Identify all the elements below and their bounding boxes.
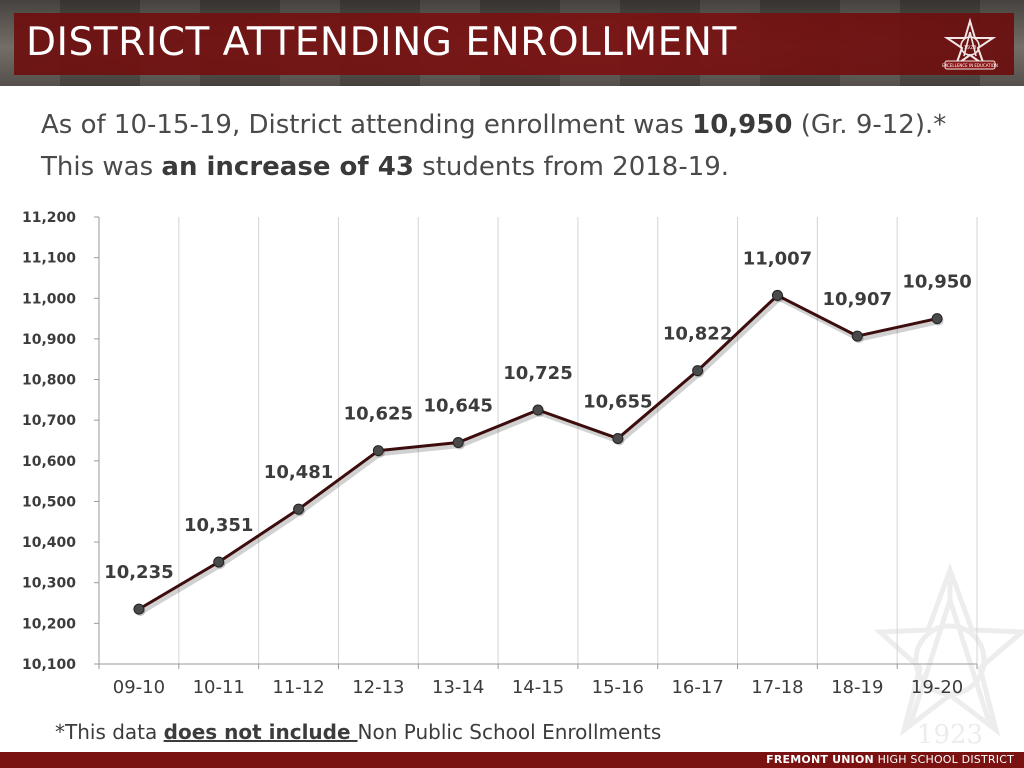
summary-line-2: This was an increase of 43 students from… [41,152,730,182]
footer-bar [0,752,1024,768]
data-point [293,503,305,515]
page-title: DISTRICT ATTENDING ENROLLMENT [26,20,737,65]
data-label: 11,007 [743,248,812,269]
watermark-year: 1923 [917,720,983,750]
y-tick-label: 10,300 [22,576,76,592]
enrollment-increase: an increase of 43 [161,152,414,182]
y-axis-ticks: 10,100 10,200 10,300 10,400 10,500 10,600 10,7… [22,210,99,673]
x-tick-label: 12-13 [352,677,404,698]
y-tick-label: 11,200 [22,210,76,226]
y-tick-label: 11,000 [22,291,76,307]
data-labels: 10,235 10,351 10,481 10,625 10,645 10,725 10,6… [104,248,972,583]
x-tick-label: 17-18 [751,677,803,698]
y-tick-label: 10,800 [22,373,76,389]
data-label: 10,950 [902,272,971,293]
data-point [213,556,225,568]
star-icon [943,18,997,68]
data-label: 10,625 [344,404,413,425]
y-tick-label: 10,900 [22,332,76,348]
data-label: 10,725 [503,363,572,384]
data-label: 10,645 [423,396,492,417]
data-point [692,365,704,377]
logo-watermark: 1923 [873,562,1024,750]
x-tick-label: 18-19 [831,677,883,698]
y-tick-label: 10,400 [22,535,76,551]
district-logo: 1923 EXCELLENCE IN EDUCATION [942,18,998,70]
data-label: 10,655 [583,391,652,412]
logo-motto: EXCELLENCE IN EDUCATION [942,63,998,68]
data-label: 10,481 [264,462,333,483]
x-tick-label: 13-14 [432,677,484,698]
x-tick-label: 14-15 [512,677,564,698]
y-tick-label: 10,600 [22,454,76,470]
data-point [133,603,145,615]
x-tick-label: 09-10 [113,677,165,698]
summary-line-1: As of 10-15-19, District attending enrol… [41,110,947,140]
data-label: 10,907 [823,289,892,310]
data-label: 10,235 [104,562,173,583]
y-tick-label: 10,200 [22,616,76,632]
data-point [851,330,863,342]
footer-district-name: FREMONT UNION HIGH SCHOOL DISTRICT [766,753,1014,766]
title-band [14,13,1014,75]
footnote: *This data does not include Non Public S… [55,720,662,744]
data-point [532,404,544,416]
x-tick-label: 19-20 [911,677,963,698]
data-point [452,437,464,449]
x-tick-label: 16-17 [671,677,723,698]
current-enrollment: 10,950 [692,110,793,140]
footnote-emphasis: does not include [163,720,358,744]
y-tick-label: 10,100 [22,657,76,673]
watermark-star-icon [873,562,1024,737]
data-point [771,289,783,301]
data-point [931,313,943,325]
data-label: 10,822 [663,324,732,345]
logo-year: 1923 [964,45,977,51]
y-tick-label: 10,700 [22,413,76,429]
y-tick-label: 11,100 [22,251,76,267]
x-tick-label: 15-16 [592,677,644,698]
x-tick-label: 11-12 [272,677,324,698]
x-tick-label: 10-11 [193,677,245,698]
data-point [612,432,624,444]
enrollment-line-chart: 10,100 10,200 10,300 10,400 10,500 10,600 10,7… [22,210,978,698]
data-point [372,445,384,457]
chart-axes [98,217,977,665]
y-tick-label: 10,500 [22,494,76,510]
data-label: 10,351 [184,515,253,536]
enrollment-series [133,289,944,617]
series-line-shadow [139,295,940,615]
chart-gridlines [178,217,978,664]
enrollment-summary: As of 10-15-19, District attending enrol… [41,104,1001,188]
x-axis-ticks: 09-10 10-11 11-12 12-13 13-14 14-15 15-16 16-17… [98,664,978,698]
